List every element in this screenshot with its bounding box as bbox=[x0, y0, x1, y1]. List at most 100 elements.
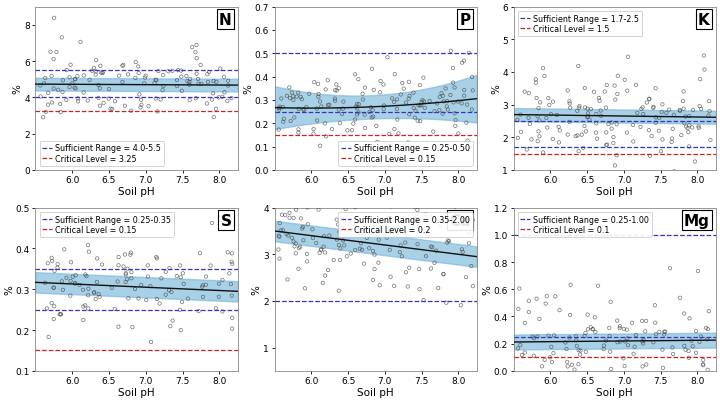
Point bbox=[595, 108, 606, 114]
Point bbox=[208, 115, 220, 121]
Point bbox=[293, 127, 305, 133]
Point bbox=[412, 241, 423, 248]
Point bbox=[588, 326, 599, 332]
Point bbox=[675, 295, 686, 301]
Point bbox=[593, 95, 605, 102]
Text: P: P bbox=[459, 12, 471, 28]
Point bbox=[297, 226, 308, 232]
Point bbox=[428, 109, 440, 115]
Point bbox=[127, 324, 138, 330]
Point bbox=[84, 77, 95, 84]
Point bbox=[562, 359, 573, 365]
Point bbox=[534, 316, 545, 322]
Point bbox=[382, 55, 393, 61]
Point bbox=[512, 117, 523, 124]
Point bbox=[90, 72, 102, 79]
Point bbox=[660, 110, 672, 117]
Point bbox=[201, 101, 212, 107]
Point bbox=[57, 287, 68, 293]
Point bbox=[365, 105, 377, 111]
Point bbox=[67, 81, 78, 87]
Point bbox=[130, 60, 141, 66]
Point bbox=[191, 71, 202, 78]
Point bbox=[109, 306, 120, 312]
Point bbox=[323, 267, 334, 273]
Point bbox=[684, 315, 696, 322]
Point bbox=[93, 95, 104, 102]
Legend: Sufficient Range = 0.35-2.00, Critical Level = 0.2: Sufficient Range = 0.35-2.00, Critical L… bbox=[338, 212, 473, 237]
Point bbox=[640, 318, 652, 324]
Legend: Sufficient Range = 4.0-5.5, Critical Level = 3.25: Sufficient Range = 4.0-5.5, Critical Lev… bbox=[40, 141, 164, 166]
Point bbox=[403, 265, 415, 271]
Point bbox=[95, 70, 107, 77]
Point bbox=[322, 103, 333, 109]
Point bbox=[286, 90, 297, 97]
Point bbox=[282, 277, 293, 283]
Point bbox=[467, 75, 478, 81]
Point bbox=[65, 278, 76, 284]
Point bbox=[533, 105, 544, 112]
Point bbox=[436, 203, 447, 209]
Legend: Sufficient Range = 0.25-0.50, Critical Level = 0.15: Sufficient Range = 0.25-0.50, Critical L… bbox=[338, 141, 473, 166]
Point bbox=[315, 247, 327, 253]
Point bbox=[218, 75, 230, 81]
Point bbox=[373, 237, 384, 243]
Point bbox=[397, 81, 408, 87]
Point bbox=[331, 217, 343, 223]
Point bbox=[315, 143, 326, 150]
Point bbox=[402, 140, 414, 146]
Point bbox=[366, 115, 377, 122]
Point bbox=[609, 83, 621, 89]
Point bbox=[77, 287, 89, 293]
Point bbox=[395, 92, 407, 99]
Point bbox=[96, 71, 108, 77]
Point bbox=[548, 350, 559, 356]
Point bbox=[600, 338, 612, 344]
Point bbox=[357, 97, 369, 103]
Point bbox=[521, 147, 533, 153]
Point bbox=[611, 318, 623, 324]
Point bbox=[69, 85, 81, 91]
Point bbox=[196, 81, 207, 88]
Point bbox=[418, 297, 429, 304]
Point bbox=[603, 122, 614, 128]
Point bbox=[317, 280, 328, 286]
Point bbox=[429, 260, 441, 266]
Point bbox=[40, 109, 52, 116]
Point bbox=[523, 91, 534, 97]
Point bbox=[417, 98, 428, 104]
Point bbox=[639, 328, 651, 335]
Point bbox=[637, 340, 649, 347]
Point bbox=[226, 326, 238, 332]
Point bbox=[48, 285, 60, 291]
Point bbox=[93, 83, 104, 89]
Point bbox=[678, 106, 690, 113]
Point bbox=[539, 356, 550, 363]
Point bbox=[312, 207, 324, 213]
Point bbox=[403, 79, 415, 86]
Point bbox=[603, 325, 615, 331]
Point bbox=[42, 260, 53, 267]
Point bbox=[314, 99, 325, 105]
Point bbox=[86, 69, 98, 75]
Point bbox=[336, 225, 347, 232]
Point bbox=[300, 200, 312, 206]
Point bbox=[675, 133, 687, 139]
Point bbox=[614, 338, 626, 345]
Point bbox=[308, 127, 320, 133]
Point bbox=[666, 139, 678, 146]
Point bbox=[434, 95, 446, 101]
Point bbox=[449, 111, 460, 117]
Point bbox=[559, 339, 571, 346]
Point bbox=[630, 83, 642, 89]
Point bbox=[120, 103, 131, 110]
Point bbox=[55, 226, 67, 232]
Point bbox=[374, 90, 386, 96]
Point bbox=[337, 238, 348, 244]
Point bbox=[312, 94, 324, 101]
Point bbox=[434, 223, 446, 230]
Point bbox=[273, 233, 284, 239]
Point bbox=[674, 108, 685, 115]
Point bbox=[367, 277, 379, 284]
Point bbox=[333, 288, 344, 294]
